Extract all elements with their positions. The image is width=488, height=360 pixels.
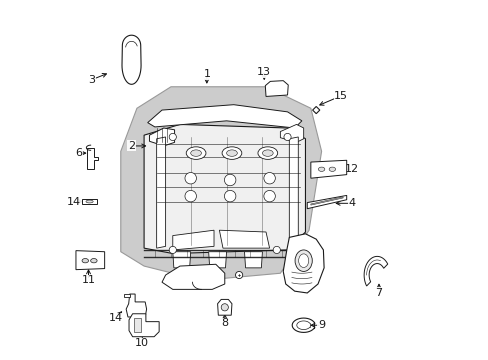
Text: 15: 15	[334, 91, 347, 101]
Circle shape	[169, 246, 176, 253]
Text: 1: 1	[203, 69, 210, 79]
Text: 12: 12	[345, 164, 358, 174]
Text: 2: 2	[128, 141, 135, 151]
Text: 13: 13	[257, 67, 271, 77]
Ellipse shape	[190, 150, 201, 156]
Text: 14: 14	[67, 197, 81, 207]
Circle shape	[184, 190, 196, 202]
Polygon shape	[265, 81, 287, 96]
Polygon shape	[172, 230, 214, 250]
Polygon shape	[82, 199, 97, 204]
Polygon shape	[289, 137, 298, 248]
Polygon shape	[134, 318, 140, 332]
Polygon shape	[162, 264, 224, 289]
Polygon shape	[312, 107, 319, 114]
Polygon shape	[129, 314, 159, 337]
Circle shape	[264, 172, 275, 184]
Ellipse shape	[262, 150, 273, 156]
Ellipse shape	[258, 147, 277, 159]
Polygon shape	[121, 87, 321, 280]
Polygon shape	[147, 105, 301, 128]
Circle shape	[284, 134, 290, 140]
Text: 7: 7	[375, 288, 382, 298]
Polygon shape	[172, 252, 190, 268]
Polygon shape	[76, 251, 104, 270]
Ellipse shape	[318, 167, 324, 171]
Polygon shape	[122, 35, 141, 84]
Ellipse shape	[294, 250, 312, 271]
Ellipse shape	[186, 147, 205, 159]
Ellipse shape	[226, 150, 237, 156]
Polygon shape	[124, 294, 129, 297]
Ellipse shape	[298, 254, 308, 267]
Ellipse shape	[86, 200, 93, 203]
Circle shape	[273, 246, 280, 253]
Text: 11: 11	[81, 275, 95, 285]
Circle shape	[224, 190, 235, 202]
Text: 4: 4	[348, 198, 355, 208]
Polygon shape	[244, 252, 262, 268]
Circle shape	[224, 174, 235, 186]
Polygon shape	[219, 230, 269, 248]
Polygon shape	[149, 128, 174, 146]
Polygon shape	[310, 197, 343, 205]
Text: 9: 9	[317, 320, 325, 330]
Text: 8: 8	[221, 319, 228, 328]
Ellipse shape	[328, 167, 335, 171]
Circle shape	[221, 304, 228, 311]
Polygon shape	[144, 125, 305, 253]
Polygon shape	[280, 125, 303, 142]
Polygon shape	[87, 148, 98, 169]
Text: 5: 5	[292, 266, 299, 276]
Ellipse shape	[222, 147, 241, 159]
Text: 6: 6	[75, 148, 82, 158]
Text: 14: 14	[108, 313, 122, 323]
Circle shape	[169, 134, 176, 140]
Polygon shape	[306, 195, 346, 209]
Circle shape	[235, 271, 242, 279]
Polygon shape	[283, 234, 324, 293]
Polygon shape	[217, 300, 231, 315]
Polygon shape	[364, 256, 387, 286]
Ellipse shape	[90, 258, 97, 263]
Polygon shape	[126, 294, 146, 317]
Polygon shape	[156, 137, 165, 248]
Ellipse shape	[82, 258, 88, 263]
Polygon shape	[310, 160, 346, 178]
Polygon shape	[208, 252, 226, 268]
Text: 10: 10	[135, 338, 149, 348]
Circle shape	[184, 172, 196, 184]
Circle shape	[264, 190, 275, 202]
Text: 3: 3	[88, 75, 95, 85]
